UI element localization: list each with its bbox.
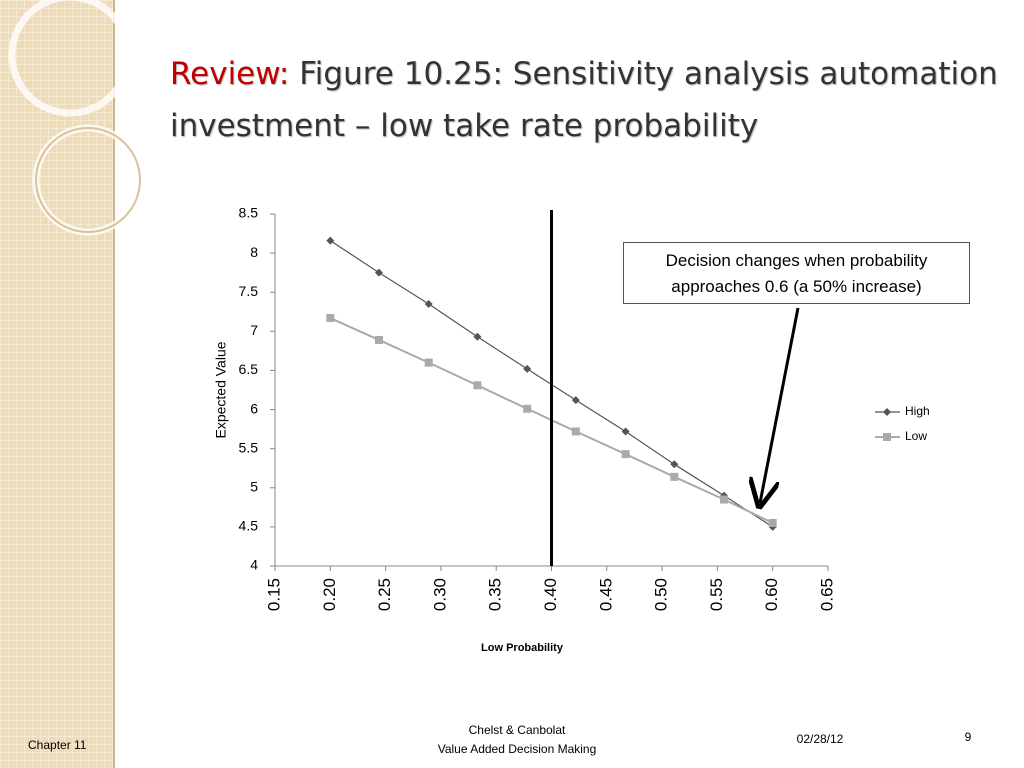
- data-point: [571, 396, 580, 405]
- data-point: [523, 364, 532, 373]
- x-tick-label: 0.20: [320, 578, 339, 611]
- data-point: [326, 314, 335, 323]
- footer-center: Value Added Decision Making: [438, 742, 597, 756]
- data-point: [374, 335, 383, 344]
- y-tick-label: 6.5: [239, 361, 259, 377]
- data-point: [720, 495, 729, 504]
- y-tick-label: 8.5: [239, 205, 259, 221]
- legend-label: Low: [905, 429, 927, 443]
- x-tick-label: 0.30: [430, 578, 449, 611]
- data-point: [571, 427, 580, 436]
- data-point: [621, 427, 630, 436]
- data-point: [523, 404, 532, 413]
- data-point: [670, 460, 679, 469]
- x-tick-label: 0.65: [817, 578, 836, 611]
- legend-marker: [883, 408, 891, 416]
- y-tick-label: 7: [250, 322, 258, 338]
- page-number: 9: [965, 730, 972, 744]
- y-tick-label: 5.5: [239, 439, 259, 455]
- data-point: [424, 358, 433, 367]
- x-tick-label: 0.40: [541, 578, 560, 611]
- legend-marker: [883, 433, 891, 441]
- data-point: [473, 332, 482, 341]
- slide-title: Review: Figure 10.25: Sensitivity analys…: [170, 48, 1000, 152]
- x-tick-label: 0.35: [486, 578, 505, 611]
- x-tick-label: 0.60: [762, 578, 781, 611]
- footer-left: Chapter 11: [28, 738, 87, 752]
- annotation-arrow: [760, 307, 800, 503]
- x-axis-title: Low Probability: [481, 642, 564, 654]
- footer-date: 02/28/12: [797, 732, 844, 746]
- title-prefix: Review:: [170, 56, 290, 92]
- data-point: [374, 268, 383, 277]
- y-tick-label: 5: [250, 478, 258, 494]
- data-point: [621, 450, 630, 459]
- y-tick-label: 8: [250, 244, 258, 260]
- data-point: [424, 299, 433, 308]
- y-tick-label: 6: [250, 400, 258, 416]
- data-point: [768, 518, 777, 527]
- y-tick-label: 4.5: [239, 518, 259, 534]
- x-tick-label: 0.50: [652, 578, 671, 611]
- data-point: [473, 381, 482, 390]
- x-tick-label: 0.15: [264, 578, 283, 611]
- y-tick-label: 7.5: [239, 283, 259, 299]
- footer-center: Chelst & Canbolat: [469, 723, 566, 737]
- annotation-box: Decision changes when probability approa…: [623, 242, 970, 304]
- y-tick-label: 4: [250, 557, 258, 573]
- data-point: [670, 472, 679, 481]
- x-tick-label: 0.55: [707, 578, 726, 611]
- x-tick-label: 0.45: [596, 578, 615, 611]
- side-decoration: [0, 0, 144, 768]
- data-point: [326, 236, 335, 245]
- title-text: Figure 10.25: Sensitivity analysis autom…: [170, 56, 998, 144]
- x-tick-label: 0.25: [375, 578, 394, 611]
- legend-label: High: [905, 404, 930, 418]
- y-axis-title: Expected Value: [213, 341, 229, 438]
